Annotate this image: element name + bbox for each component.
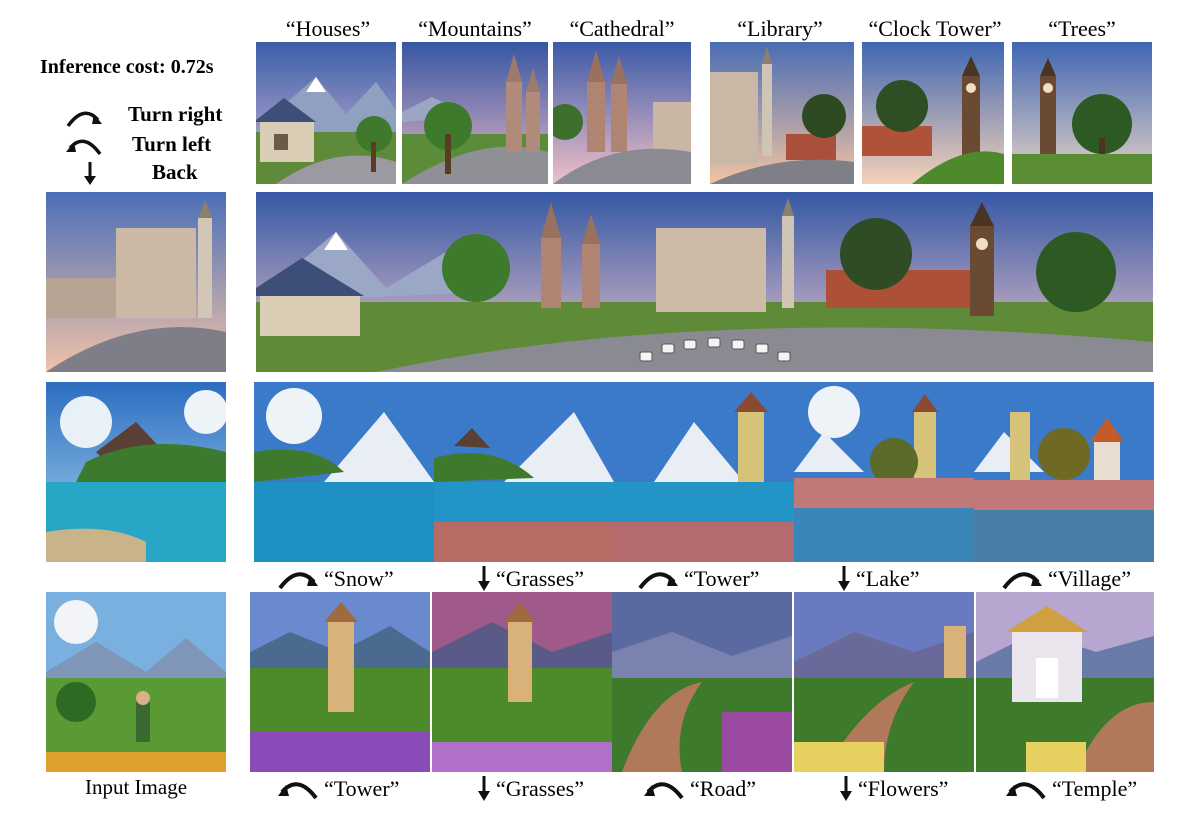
row4-label-flowers: “Flowers” <box>838 776 948 802</box>
turn-right-icon <box>638 572 678 590</box>
row4-label-temple: “Temple” <box>1004 776 1137 802</box>
cathedral-image <box>553 42 691 184</box>
flowers-image <box>794 592 974 772</box>
row4-label-grasses: “Grasses” <box>476 776 584 802</box>
trees-image <box>1012 42 1152 184</box>
label-text: “Village” <box>1048 566 1131 591</box>
caption-houses: “Houses” <box>285 16 371 41</box>
houses-image <box>256 42 396 184</box>
snow-image <box>254 382 434 562</box>
panorama-image <box>256 192 1153 372</box>
row3-label-village: “Village” <box>1000 566 1131 592</box>
grasses-lake-image <box>434 382 614 562</box>
legend-turn-right: Turn right <box>128 102 223 126</box>
village-image <box>974 382 1154 562</box>
turn-left-icon <box>1006 782 1046 800</box>
library-image <box>710 42 854 184</box>
label-text: “Tower” <box>684 566 760 591</box>
label-text: “Grasses” <box>496 566 584 591</box>
row4-label-tower: “Tower” <box>276 776 399 802</box>
inference-cost: Inference cost: 0.72s <box>40 56 214 78</box>
turn-right-icon <box>278 572 318 590</box>
lake-image <box>794 382 974 562</box>
caption-mountains: “Mountains” <box>418 16 532 41</box>
row3-label-tower: “Tower” <box>636 566 759 592</box>
legend-back: Back <box>152 160 198 184</box>
down-arrow-icon <box>840 776 852 801</box>
turn-right-legend-icon <box>64 106 104 130</box>
turn-left-legend-icon <box>64 134 104 158</box>
caption-library: “Library” <box>737 16 823 41</box>
clock-tower-image <box>862 42 1004 184</box>
tower-lake-image <box>614 382 794 562</box>
row3-label-snow: “Snow” <box>276 566 394 592</box>
legend-turn-left: Turn left <box>132 132 212 156</box>
down-arrow-icon <box>478 566 490 591</box>
turn-right-icon <box>1002 572 1042 590</box>
library-input-image <box>46 192 226 372</box>
turn-left-icon <box>278 782 318 800</box>
back-legend-icon <box>82 162 98 186</box>
label-text: “Temple” <box>1052 776 1138 801</box>
caption-clock-tower: “Clock Tower” <box>868 16 1002 41</box>
fantasy-input-image <box>46 592 226 772</box>
beach-input-image <box>46 382 226 562</box>
tower-field-image <box>250 592 430 772</box>
caption-trees: “Trees” <box>1048 16 1116 41</box>
label-text: “Tower” <box>324 776 400 801</box>
row3-label-lake: “Lake” <box>836 566 920 592</box>
caption-cathedral: “Cathedral” <box>569 16 675 41</box>
label-text: “Road” <box>690 776 756 801</box>
input-image-caption: Input Image <box>84 775 188 799</box>
down-arrow-icon <box>838 566 850 591</box>
mountains-image <box>402 42 548 184</box>
temple-image <box>976 592 1154 772</box>
label-text: “Flowers” <box>858 776 949 801</box>
label-text: “Snow” <box>324 566 394 591</box>
row3-label-grasses: “Grasses” <box>476 566 584 592</box>
road-image <box>612 592 792 772</box>
label-text: “Grasses” <box>496 776 584 801</box>
turn-left-icon <box>644 782 684 800</box>
label-text: “Lake” <box>856 566 920 591</box>
down-arrow-icon <box>478 776 490 801</box>
row4-label-road: “Road” <box>642 776 756 802</box>
grasses-field-image <box>432 592 612 772</box>
